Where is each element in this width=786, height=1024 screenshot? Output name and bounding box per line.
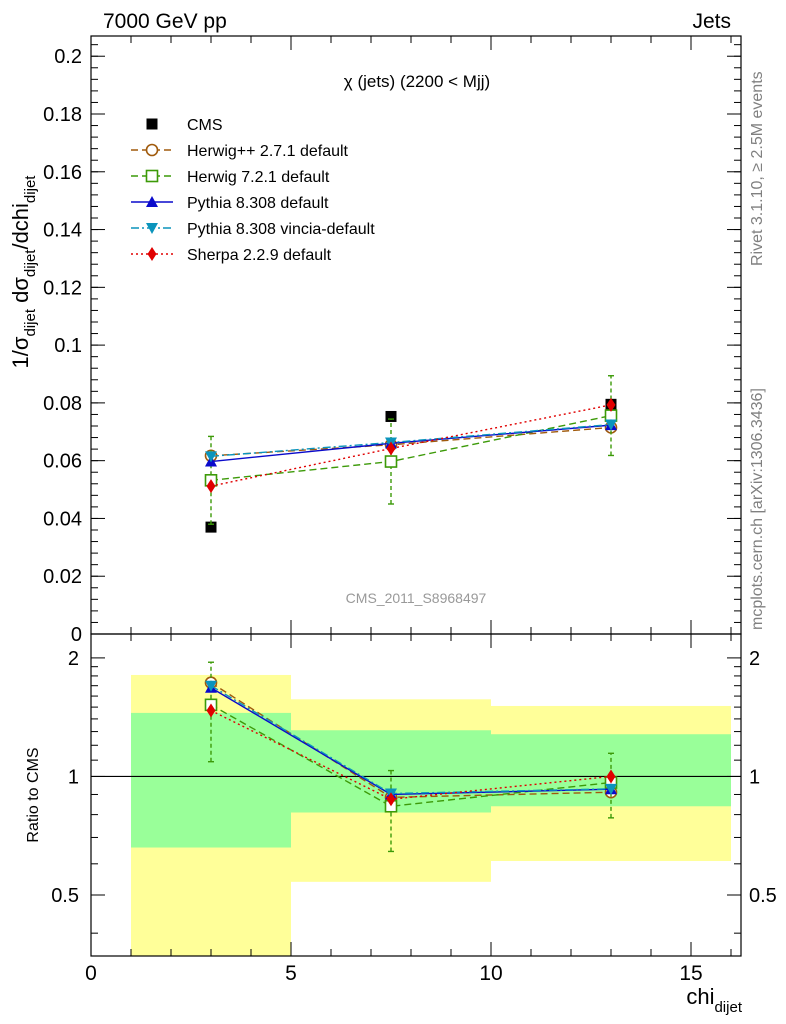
ratio-axes: 0.5 0.5 1 1 2 2 0 5 10 15	[51, 633, 777, 985]
x-tick-label: 15	[679, 962, 702, 985]
ratio-point	[205, 680, 217, 692]
x-tick-label: 10	[479, 962, 502, 985]
main-axes: 0 0.02 0.04 0.06 0.08 0.1 0.12 0.14 0.16 0.18 0.2	[43, 35, 742, 646]
x-axis-title: chidijet	[686, 984, 742, 1016]
ratio-y-tick-label-right: 0.5	[749, 885, 777, 907]
y-tick-label: 0.16	[43, 162, 82, 184]
y-axis-title: 1/σdijet dσdijet/dchidijet	[8, 175, 39, 369]
legend-label: Pythia 8.308 vincia-default	[187, 221, 375, 238]
main-panel: 00.020.040.060.080.10.120.140.160.180.2 …	[8, 35, 742, 646]
y-tick-label: 0	[71, 624, 82, 646]
ratio-y-tick-label-right: 1	[749, 766, 760, 788]
ratio-panel: 0.5 0.5 1 1 2 2 0 5 10 15 Ratio to CMS chidijet	[25, 633, 777, 1016]
ratio-y-tick-label-left: 2	[68, 648, 79, 670]
watermark-label: CMS_2011_S8968497	[346, 590, 487, 606]
data-point	[606, 397, 616, 412]
x-tick-label: 5	[285, 962, 297, 985]
legend-label: Pythia 8.308 default	[187, 195, 329, 212]
plot-title: χ (jets) (2200 < Mjj)	[344, 72, 490, 91]
series-5	[206, 397, 616, 494]
legend-marker	[145, 169, 159, 183]
y-tick-label: 0.2	[54, 46, 82, 68]
y-tick-label: 0.18	[43, 104, 82, 126]
legend-label: Herwig 7.2.1 default	[187, 169, 330, 186]
y-tick-label: 0.14	[43, 220, 82, 242]
ratio-point	[606, 769, 616, 784]
x-tick-label: 0	[85, 962, 97, 985]
ratio-series-4	[206, 703, 616, 807]
data-point	[384, 455, 398, 468]
y-tick-label: 0.12	[43, 277, 82, 299]
data-point	[205, 451, 217, 463]
series-2	[204, 375, 618, 525]
ratio-point	[386, 792, 396, 807]
y-tick-label: 0.02	[43, 566, 82, 588]
y-tick-label: 0.04	[43, 508, 82, 530]
series-0	[205, 398, 617, 533]
ratio-point	[605, 783, 617, 795]
y-tick-label: 0.1	[54, 335, 82, 357]
series-line	[210, 404, 612, 487]
legend-marker	[146, 118, 158, 130]
legend-label: Herwig++ 2.7.1 default	[187, 143, 349, 160]
ratio-plot-area	[91, 661, 741, 956]
legend-marker	[145, 143, 159, 157]
ratio-y-tick-label-left: 1	[68, 766, 79, 788]
legend-label: Sherpa 2.2.9 default	[187, 247, 332, 264]
data-point	[386, 441, 396, 456]
header-left: 7000 GeV pp	[103, 10, 227, 33]
data-point	[206, 479, 216, 494]
header-right: Jets	[692, 10, 731, 33]
legend-marker	[146, 223, 158, 234]
series-line	[210, 414, 612, 482]
y-tick-label: 0.08	[43, 393, 82, 415]
mcplots-label: mcplots.cern.ch [arXiv:1306.3436]	[749, 388, 766, 630]
data-point	[605, 419, 617, 431]
rivet-label: Rivet 3.1.10, ≥ 2.5M events	[749, 71, 766, 266]
ratio-y-tick-label-left: 0.5	[51, 885, 79, 907]
data-point	[205, 521, 217, 533]
y-tick-label: 0.06	[43, 451, 82, 473]
ratio-frame	[90, 633, 742, 957]
legend: CMS Herwig++ 2.7.1 default Herwig 7.2.1 de…	[131, 117, 375, 264]
legend-marker	[146, 196, 158, 207]
series-line	[210, 423, 612, 458]
ratio-axis-title: Ratio to CMS	[25, 747, 42, 842]
ratio-y-tick-label-right: 2	[749, 648, 760, 670]
ratio-point	[206, 703, 216, 718]
data-point	[385, 410, 397, 422]
main-plot-area	[204, 375, 618, 533]
legend-marker	[147, 247, 157, 261]
legend-label: CMS	[187, 117, 223, 134]
